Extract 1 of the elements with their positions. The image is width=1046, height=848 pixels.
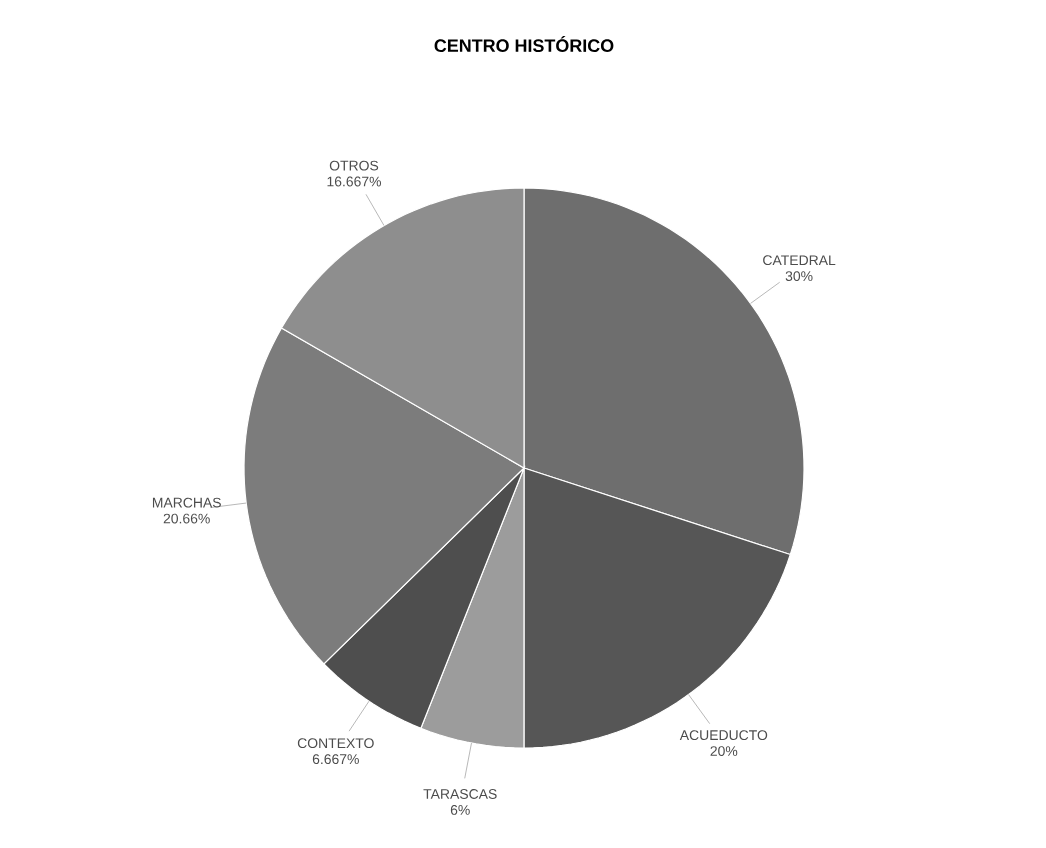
chart-title: CENTRO HISTÓRICO: [434, 35, 614, 53]
